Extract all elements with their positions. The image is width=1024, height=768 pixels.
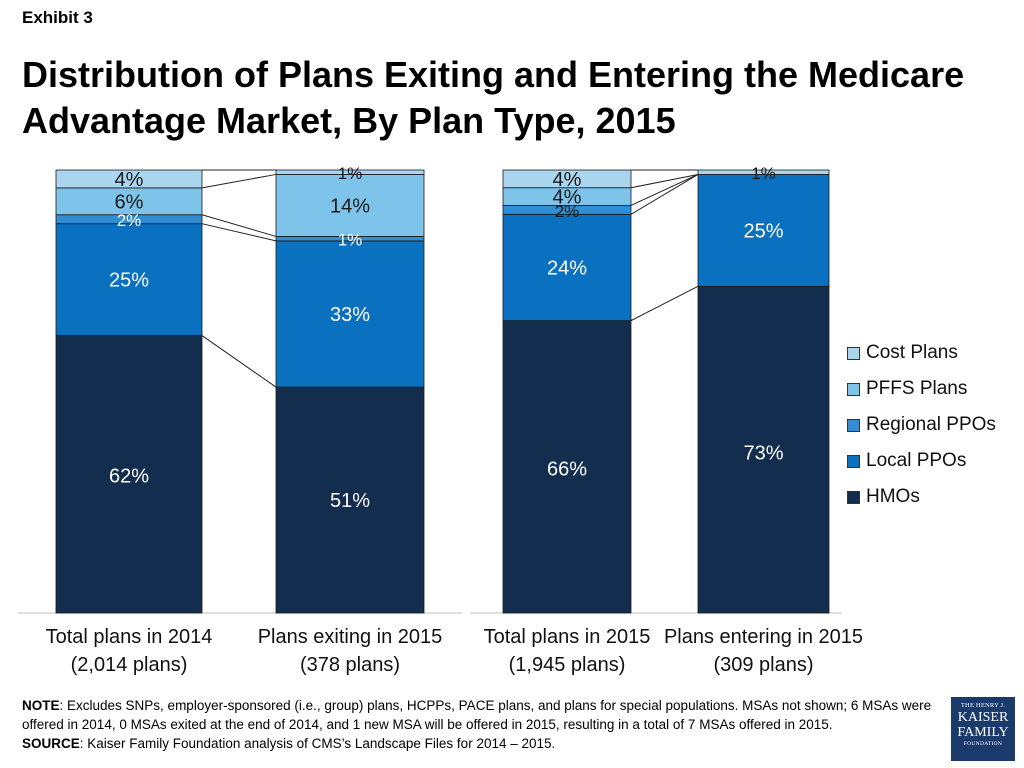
logo-line-3: FAMILY	[957, 725, 1009, 740]
category-label: (309 plans)	[713, 654, 813, 676]
data-label: 24%	[547, 257, 587, 279]
series-connector-line	[201, 173, 277, 189]
chart-title: Distribution of Plans Exiting and Enteri…	[22, 54, 965, 141]
source-label: SOURCE	[22, 736, 80, 751]
category-label: (2,014 plans)	[71, 654, 188, 676]
data-label: 2%	[555, 202, 580, 221]
stacked-bar-charts: 62%25%2%6%4%Total plans in 2014(2,014 pl…	[18, 164, 863, 676]
legend-label: Regional PPOs	[866, 414, 996, 435]
bar-pffs-plans	[275, 174, 425, 237]
legend-item: Regional PPOs	[847, 407, 996, 443]
category-label: (378 plans)	[300, 654, 400, 676]
series-connector-line	[630, 174, 699, 206]
logo-line-4: FOUNDATION	[963, 741, 1003, 747]
legend-item: PFFS Plans	[847, 371, 996, 407]
legend-label: PFFS Plans	[866, 378, 968, 399]
bar-cost-plans	[55, 169, 203, 189]
bar-local-ppos	[55, 223, 203, 336]
legend-label: Local PPOs	[866, 450, 967, 471]
data-label: 1%	[338, 231, 363, 250]
bar-cost-plans	[275, 169, 425, 175]
data-label: 51%	[330, 490, 370, 512]
data-label: 2%	[117, 211, 142, 230]
category-label: Total plans in 2015	[484, 626, 651, 648]
legend-swatch	[847, 346, 860, 360]
data-label: 6%	[115, 191, 144, 213]
bar-hmos	[275, 386, 425, 614]
note-text: : Excludes SNPs, employer-sponsored (i.e…	[22, 698, 932, 732]
data-label: 66%	[547, 459, 587, 481]
data-label: 1%	[338, 164, 363, 183]
data-label: 4%	[115, 169, 144, 191]
bar-local-ppos	[502, 213, 632, 322]
legend-swatch	[847, 454, 860, 468]
data-label: 33%	[330, 304, 370, 326]
bar-local-ppos	[697, 174, 830, 287]
series-connector-line	[630, 174, 699, 215]
series-connector-line	[630, 173, 699, 189]
data-label: 4%	[553, 187, 582, 209]
data-label: 4%	[553, 169, 582, 191]
legend-label: HMOs	[866, 486, 920, 507]
bar-cost-plans	[502, 169, 632, 189]
data-label: 62%	[109, 466, 149, 488]
series-connector-line	[201, 214, 277, 237]
data-label: 1%	[751, 164, 776, 183]
bar-hmos	[502, 320, 632, 614]
footnote: NOTE: Excludes SNPs, employer-sponsored …	[22, 696, 942, 753]
legend: Cost Plans PFFS Plans Regional PPOs Local P…	[847, 335, 996, 515]
data-label: 14%	[330, 195, 370, 217]
logo-line-1: THE HENRY J.	[960, 702, 1006, 709]
series-connector-line	[201, 223, 277, 242]
legend-item: Cost Plans	[847, 335, 996, 371]
logo-line-2: KAISER	[957, 710, 1009, 725]
exhibit-label: Exhibit 3	[22, 8, 93, 27]
legend-swatch	[847, 382, 860, 396]
series-connector-line	[630, 285, 699, 322]
legend-swatch	[847, 490, 860, 504]
legend-item: HMOs	[847, 479, 996, 515]
category-label: Plans entering in 2015	[664, 626, 863, 648]
series-connector-line	[201, 335, 277, 388]
category-label: Plans exiting in 2015	[258, 626, 443, 648]
bar-hmos	[697, 285, 830, 614]
legend-swatch	[847, 418, 860, 432]
bar-cost-plans	[697, 169, 830, 175]
bar-local-ppos	[275, 240, 425, 388]
legend-label: Cost Plans	[866, 342, 958, 363]
kff-logo: THE HENRY J. KAISER FAMILY FOUNDATION	[951, 697, 1015, 761]
data-label: 73%	[743, 442, 783, 464]
legend-item: Local PPOs	[847, 443, 996, 479]
source-text: : Kaiser Family Foundation analysis of C…	[79, 736, 556, 751]
note-label: NOTE	[22, 698, 60, 713]
data-label: 25%	[109, 270, 149, 292]
category-label: (1,945 plans)	[509, 654, 626, 676]
data-label: 25%	[743, 220, 783, 242]
category-label: Total plans in 2014	[46, 626, 213, 648]
